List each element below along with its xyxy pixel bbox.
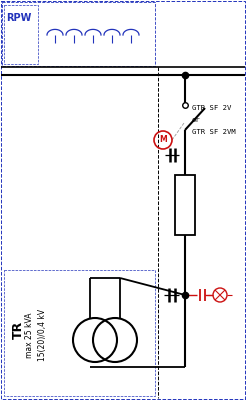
Text: RPW: RPW <box>6 13 31 23</box>
Text: GTR SF 2V: GTR SF 2V <box>192 105 231 111</box>
Text: TR: TR <box>12 321 25 339</box>
Text: max 25 kVA: max 25 kVA <box>26 312 34 358</box>
Text: GTR SF 2VM: GTR SF 2VM <box>192 129 236 135</box>
Bar <box>175 175 195 235</box>
Text: or: or <box>192 117 201 123</box>
Text: M: M <box>159 136 167 144</box>
Text: 15(20)/0,4 kV: 15(20)/0,4 kV <box>37 309 46 361</box>
